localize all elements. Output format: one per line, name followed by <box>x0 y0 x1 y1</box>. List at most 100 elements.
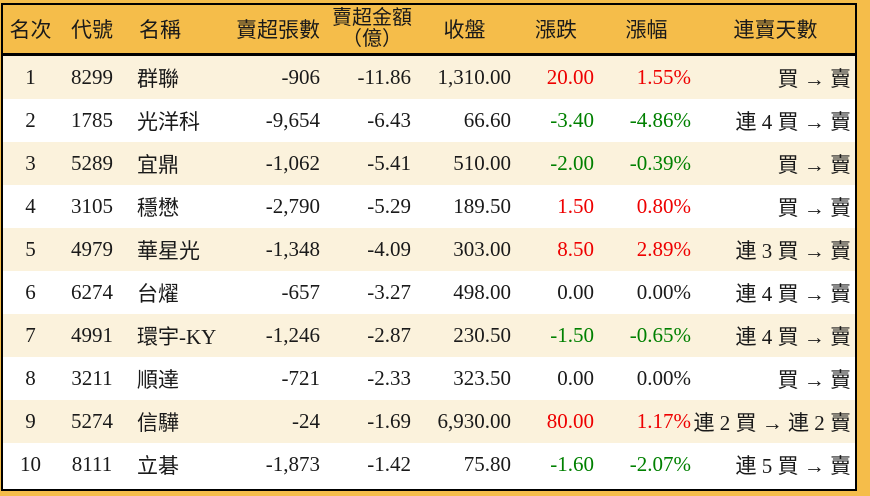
cell-sell-amount: -5.41 <box>367 151 411 175</box>
cell-rank: 2 <box>25 108 36 132</box>
cell-close: 1,310.00 <box>437 65 512 89</box>
cell-rank: 3 <box>25 151 36 175</box>
cell-code: 4991 <box>71 323 113 347</box>
header-code: 代號 <box>71 18 113 42</box>
header-sell-amount-line2: （億） <box>342 28 402 50</box>
cell-change-pct: 2.89% <box>636 237 691 261</box>
cell-sell-amount: -4.09 <box>367 237 411 261</box>
cell-sell-amount: -2.87 <box>367 323 411 347</box>
cell-close: 498.00 <box>453 280 511 304</box>
cell-rank: 5 <box>25 237 36 261</box>
cell-sell-amount: -2.33 <box>367 366 411 390</box>
cell-name: 信驊 <box>137 410 179 435</box>
cell-change: -1.50 <box>550 323 594 347</box>
header-change-pct: 漲幅 <box>625 18 668 42</box>
cell-name: 群聯 <box>137 66 179 91</box>
header-sell-volume: 賣超張數 <box>236 18 320 42</box>
cell-name: 順達 <box>137 367 179 392</box>
cell-code: 8111 <box>71 452 113 476</box>
cell-change-pct: 0.00% <box>636 280 691 304</box>
cell-code: 1785 <box>71 108 113 132</box>
cell-sell-amount: -1.42 <box>367 452 411 476</box>
table-row: 2 1785 光洋科 -9,654 -6.43 66.60 -3.40 -4.86% 連 4 買… <box>3 99 855 142</box>
header-close: 收盤 <box>443 18 486 42</box>
table-row: 4 3105 穩懋 -2,790 -5.29 189.50 1.50 0.80% 買 → 賣 <box>3 185 855 228</box>
cell-rank: 7 <box>25 323 36 347</box>
header-sell-streak: 連賣天數 <box>733 18 818 42</box>
header-name: 名稱 <box>139 18 181 42</box>
cell-name: 宜鼎 <box>137 152 179 177</box>
cell-streak: 連 4 買 → 賣 <box>735 324 852 349</box>
cell-close: 189.50 <box>453 194 511 218</box>
cell-change: -2.00 <box>550 151 594 175</box>
cell-sell-amount: -6.43 <box>367 108 411 132</box>
cell-rank: 1 <box>25 65 36 89</box>
cell-close: 66.60 <box>463 108 511 132</box>
cell-change-pct: 0.00% <box>636 366 691 390</box>
cell-sell-amount: -5.29 <box>367 194 411 218</box>
cell-change: 0.00 <box>557 280 594 304</box>
table-row: 7 4991 環宇-KY -1,246 -2.87 230.50 -1.50 -0.65% 連 … <box>3 314 855 357</box>
cell-change-pct: 1.17% <box>636 409 691 433</box>
cell-change: 80.00 <box>546 409 594 433</box>
cell-name: 華星光 <box>137 238 200 263</box>
cell-close: 303.00 <box>453 237 511 261</box>
cell-rank: 9 <box>25 409 36 433</box>
cell-close: 230.50 <box>453 323 511 347</box>
cell-streak: 買 → 賣 <box>777 152 852 177</box>
cell-change: -3.40 <box>550 108 594 132</box>
cell-close: 323.50 <box>453 366 511 390</box>
header-change: 漲跌 <box>535 18 577 42</box>
cell-change-pct: -4.86% <box>629 108 691 132</box>
cell-close: 6,930.00 <box>437 409 512 433</box>
cell-change: 20.00 <box>546 65 594 89</box>
cell-code: 3105 <box>71 194 113 218</box>
cell-sell-volume: -1,873 <box>265 452 320 476</box>
table-row: 5 4979 華星光 -1,348 -4.09 303.00 8.50 2.89% 連 3 買 … <box>3 228 855 271</box>
cell-streak: 買 → 賣 <box>777 66 852 91</box>
cell-sell-volume: -1,062 <box>265 151 320 175</box>
cell-name: 光洋科 <box>137 109 200 134</box>
cell-code: 6274 <box>71 280 113 304</box>
table-body: 1 8299 群聯 -906 -11.86 1,310.00 20.00 1.55% 買 → 賣… <box>3 56 855 489</box>
cell-code: 8299 <box>71 65 113 89</box>
cell-change: 8.50 <box>557 237 594 261</box>
cell-sell-amount: -3.27 <box>367 280 411 304</box>
table-row: 9 5274 信驊 -24 -1.69 6,930.00 80.00 1.17% 連 2 買 →… <box>3 400 855 443</box>
cell-streak: 連 4 買 → 賣 <box>735 281 852 306</box>
cell-change-pct: -0.65% <box>629 323 691 347</box>
cell-sell-volume: -657 <box>281 280 321 304</box>
header-rank: 名次 <box>9 18 52 42</box>
table-row: 1 8299 群聯 -906 -11.86 1,310.00 20.00 1.55% 買 → 賣 <box>3 56 855 99</box>
cell-streak: 連 3 買 → 賣 <box>735 238 852 263</box>
table-header: 名次 代號 名稱 賣超張數 賣超金額 （億） 收盤 漲跌 漲幅 連賣天數 <box>3 5 855 56</box>
cell-name: 立碁 <box>137 453 179 478</box>
cell-streak: 買 → 賣 <box>777 195 852 220</box>
cell-code: 5289 <box>71 151 113 175</box>
cell-close: 510.00 <box>453 151 511 175</box>
cell-code: 3211 <box>71 366 113 390</box>
cell-change-pct: 1.55% <box>636 65 691 89</box>
cell-rank: 6 <box>25 280 36 304</box>
cell-sell-volume: -1,246 <box>265 323 320 347</box>
cell-sell-amount: -1.69 <box>367 409 411 433</box>
table-row: 8 3211 順達 -721 -2.33 323.50 0.00 0.00% 買 → 賣 <box>3 357 855 400</box>
cell-streak: 連 4 買 → 賣 <box>735 109 852 134</box>
cell-change: 1.50 <box>557 194 594 218</box>
table-row: 10 8111 立碁 -1,873 -1.42 75.80 -1.60 -2.07% 連 5 買… <box>3 443 855 486</box>
cell-change: 0.00 <box>557 366 594 390</box>
cell-sell-volume: -1,348 <box>265 237 320 261</box>
cell-close: 75.80 <box>463 452 511 476</box>
table-row: 6 6274 台燿 -657 -3.27 498.00 0.00 0.00% 連 4 買 → 賣 <box>3 271 855 314</box>
cell-sell-amount: -11.86 <box>357 65 411 89</box>
cell-streak: 連 2 買 → 連 2 賣 <box>693 410 852 435</box>
cell-change-pct: 0.80% <box>636 194 691 218</box>
header-sell-amount: 賣超金額 （億） <box>326 5 418 53</box>
cell-code: 5274 <box>71 409 113 433</box>
header-sell-amount-line1: 賣超金額 <box>332 7 412 29</box>
cell-rank: 8 <box>25 366 36 390</box>
cell-name: 穩懋 <box>137 195 179 220</box>
cell-change-pct: -0.39% <box>629 151 691 175</box>
table-row: 3 5289 宜鼎 -1,062 -5.41 510.00 -2.00 -0.39% 買 → 賣 <box>3 142 855 185</box>
cell-sell-volume: -721 <box>281 366 321 390</box>
